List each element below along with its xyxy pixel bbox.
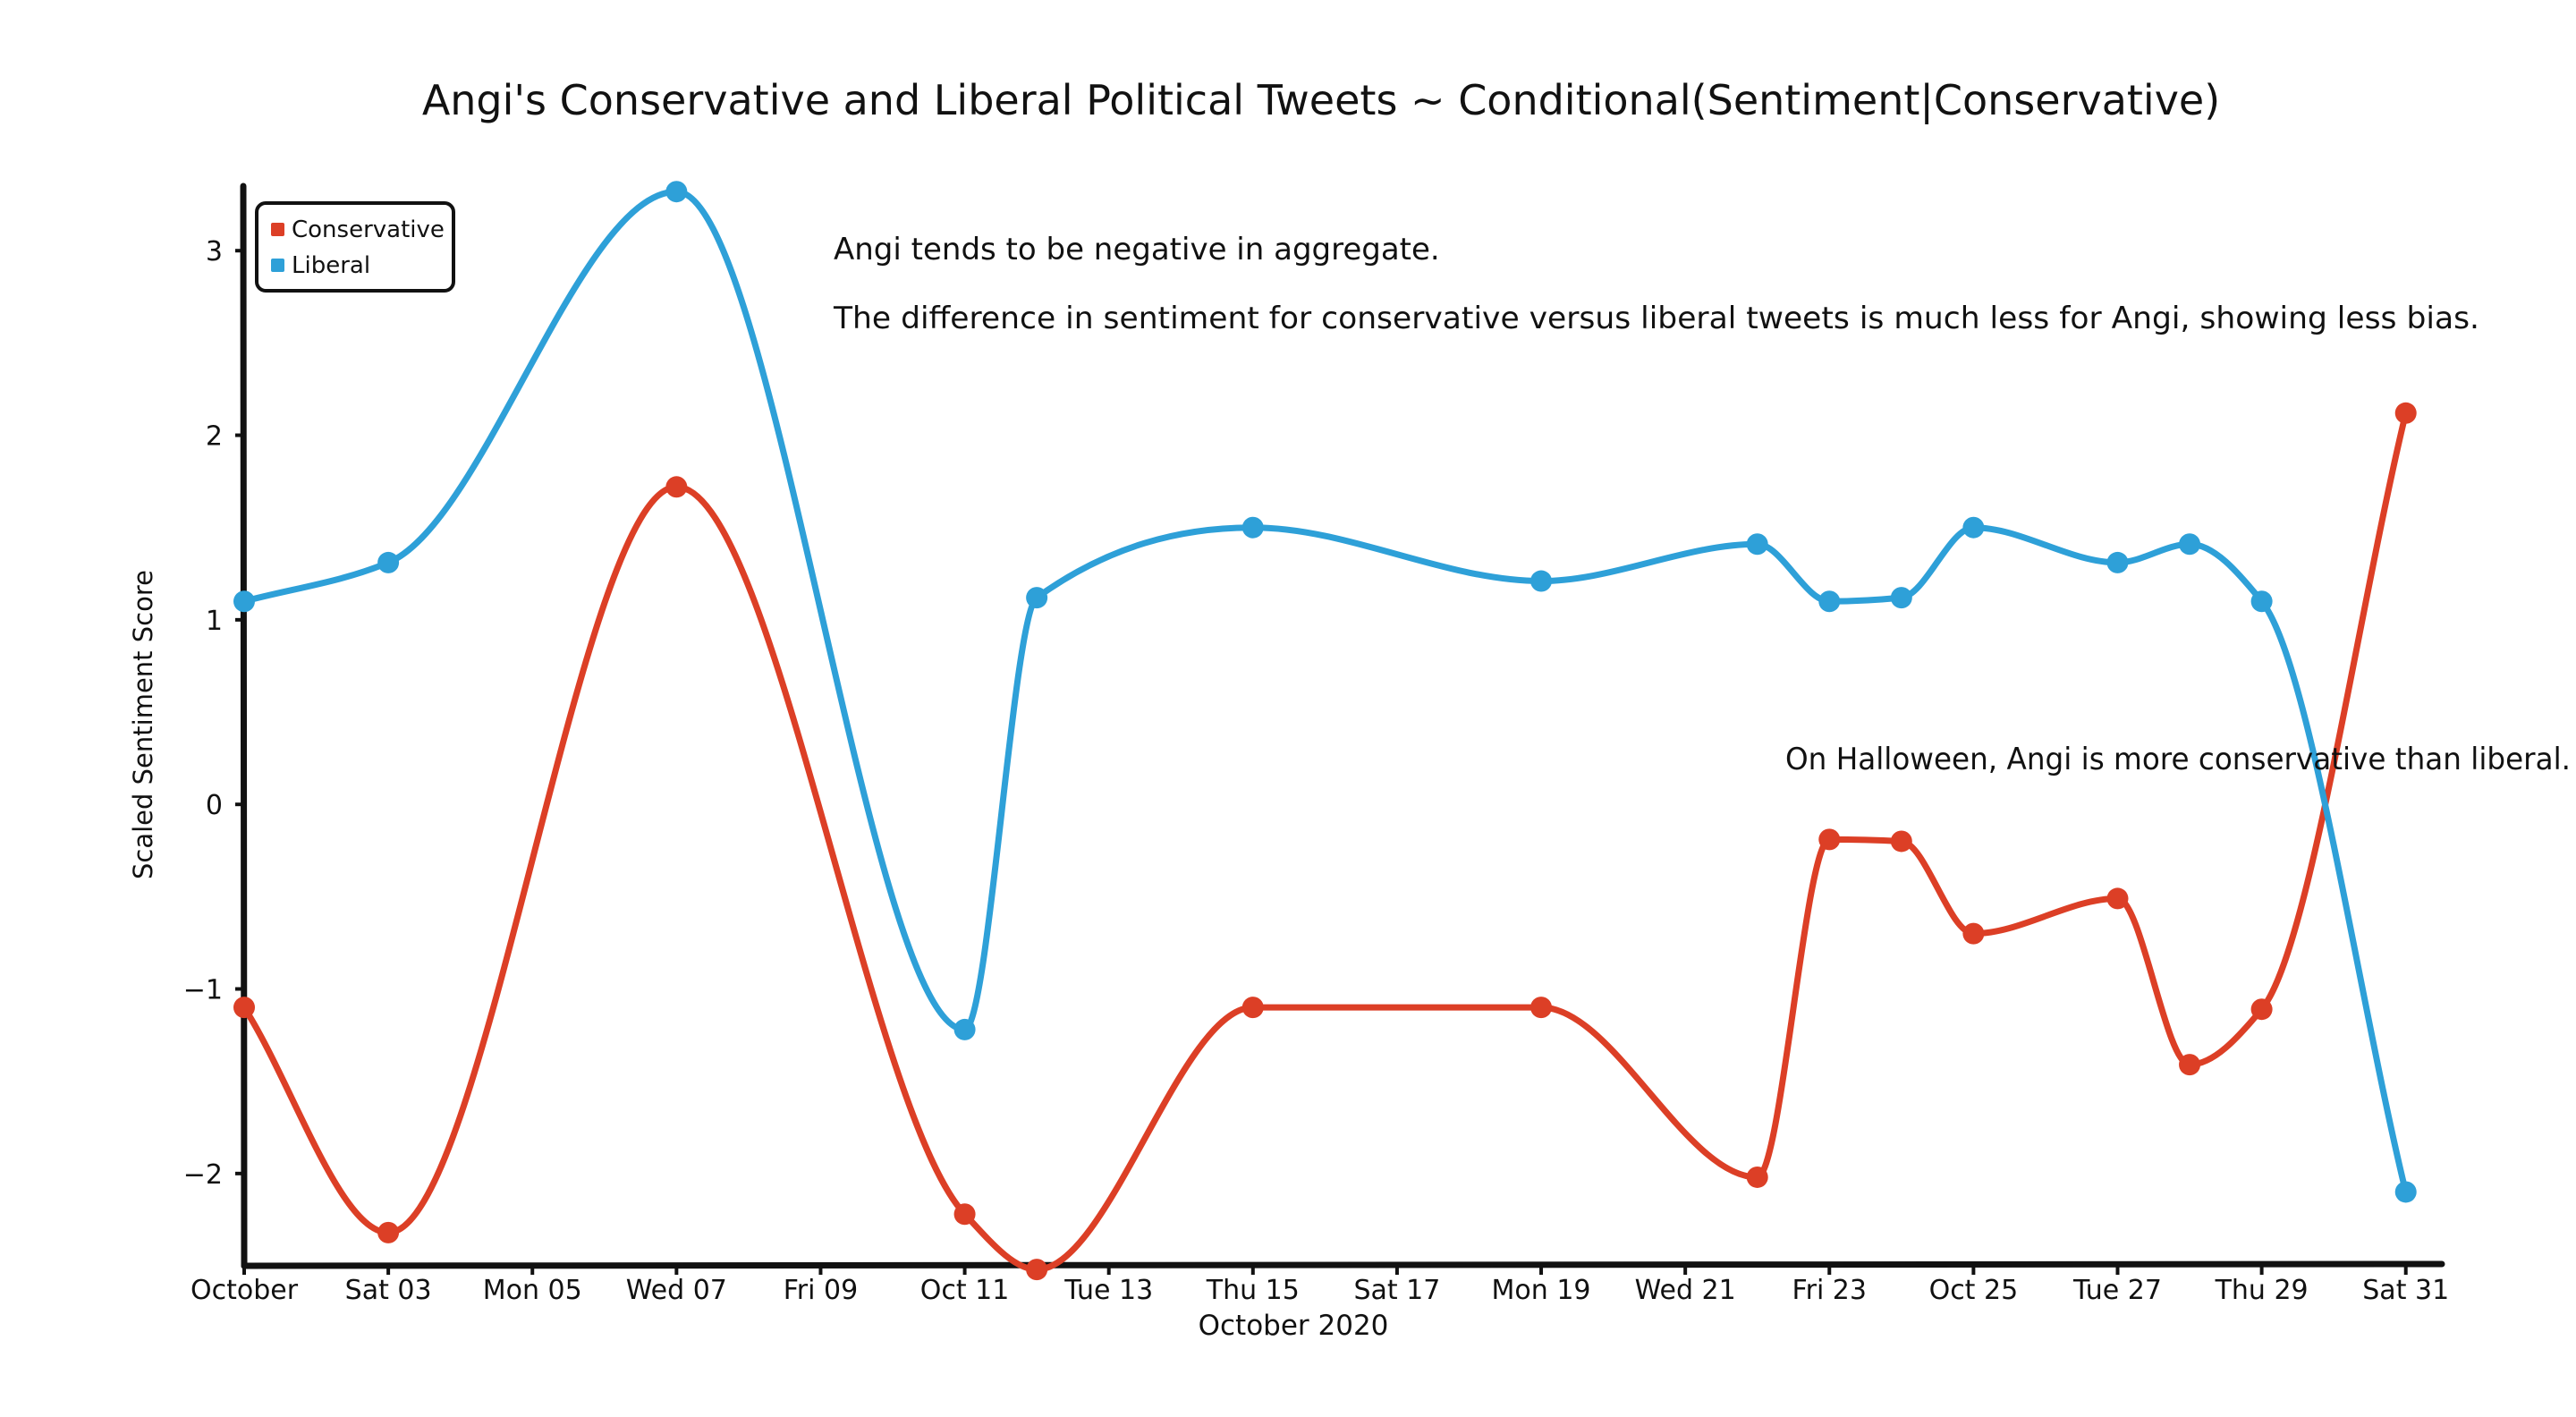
- legend-label-liberal: Liberal: [292, 252, 370, 279]
- x-tick-label: October: [191, 1275, 299, 1306]
- series-conservative: [233, 402, 2417, 1281]
- data-point-liberal: [2394, 1181, 2417, 1203]
- x-tick-label: Thu 15: [1206, 1275, 1300, 1306]
- legend-swatch-conservative: [271, 223, 284, 236]
- y-tick-label: 2: [206, 421, 223, 453]
- y-tick-label: 0: [206, 790, 223, 821]
- x-tick-label: Oct 11: [920, 1275, 1010, 1306]
- series-line-liberal: [241, 188, 2410, 1195]
- data-point-liberal: [377, 551, 400, 573]
- data-point-liberal: [1818, 590, 1841, 613]
- data-point-liberal: [1890, 587, 1912, 609]
- x-tick-label: Mon 19: [1492, 1275, 1591, 1306]
- series-liberal: [233, 181, 2417, 1203]
- legend: Conservative Liberal: [255, 201, 455, 293]
- legend-item-conservative: Conservative: [271, 216, 445, 243]
- data-point-conservative: [233, 997, 255, 1019]
- data-point-conservative: [1890, 830, 1912, 853]
- y-tick-label: 1: [206, 606, 223, 637]
- data-point-liberal: [1746, 533, 1768, 556]
- legend-box: [255, 201, 455, 293]
- y-axis: [240, 182, 248, 1269]
- data-point-conservative: [665, 476, 688, 498]
- plot-area: −2 −1 0 1 2 3 October Sat 03 Mon 05 Wed 07 Fri 09…: [183, 181, 2449, 1306]
- data-point-liberal: [953, 1018, 976, 1040]
- annotation-difference-less-bias: The difference in sentiment for conserva…: [833, 301, 2479, 336]
- x-tick-label: Fri 23: [1792, 1275, 1867, 1306]
- data-point-liberal: [665, 181, 688, 203]
- y-tick-label: −2: [183, 1159, 223, 1191]
- y-tick-label: −1: [183, 975, 223, 1006]
- data-point-conservative: [2250, 998, 2273, 1021]
- legend-swatch-liberal: [271, 259, 284, 272]
- legend-item-liberal: Liberal: [271, 252, 370, 279]
- data-point-conservative: [1962, 922, 1985, 945]
- legend-label-conservative: Conservative: [292, 216, 445, 243]
- y-axis-label: Scaled Sentiment Score: [128, 570, 158, 879]
- data-point-conservative: [2106, 887, 2129, 910]
- y-tick-label: 3: [206, 236, 223, 267]
- x-axis-label: October 2020: [1199, 1310, 1389, 1342]
- x-tick-label: Sat 17: [1353, 1275, 1440, 1306]
- series-line-conservative: [241, 410, 2410, 1273]
- data-point-conservative: [2179, 1054, 2201, 1076]
- x-tick-label: Mon 05: [483, 1275, 582, 1306]
- annotation-halloween: On Halloween, Angi is more conservative …: [1785, 742, 2571, 777]
- data-point-liberal: [1026, 587, 1048, 609]
- x-tick-label: Wed 21: [1635, 1275, 1736, 1306]
- x-axis: [241, 1260, 2445, 1269]
- x-tick-label: Thu 29: [2215, 1275, 2309, 1306]
- x-tick-label: Tue 13: [1063, 1275, 1153, 1306]
- data-point-liberal: [1962, 516, 1985, 539]
- data-point-conservative: [1530, 997, 1553, 1019]
- data-point-liberal: [2106, 551, 2129, 573]
- x-tick-label: Sat 03: [345, 1275, 432, 1306]
- data-point-liberal: [2250, 590, 2273, 613]
- data-point-conservative: [1241, 997, 1264, 1019]
- x-ticks: October Sat 03 Mon 05 Wed 07 Fri 09 Oct 11 Tue…: [191, 1266, 2449, 1306]
- data-point-conservative: [1746, 1166, 1768, 1188]
- x-tick-label: Wed 07: [626, 1275, 727, 1306]
- data-point-liberal: [1530, 570, 1553, 592]
- data-point-conservative: [953, 1203, 976, 1226]
- data-point-liberal: [233, 590, 255, 613]
- data-point-conservative: [377, 1221, 400, 1243]
- y-ticks: −2 −1 0 1 2 3: [183, 236, 244, 1191]
- x-tick-label: Tue 27: [2072, 1275, 2162, 1306]
- x-tick-label: Sat 31: [2362, 1275, 2449, 1306]
- data-point-liberal: [1241, 516, 1264, 539]
- x-tick-label: Oct 25: [1929, 1275, 2019, 1306]
- annotation-negative-aggregate: Angi tends to be negative in aggregate.: [834, 232, 1440, 267]
- data-point-conservative: [1026, 1259, 1048, 1281]
- data-point-conservative: [1818, 828, 1841, 851]
- chart-title: Angi's Conservative and Liberal Politica…: [422, 76, 2220, 125]
- data-point-conservative: [2394, 402, 2417, 424]
- data-point-liberal: [2179, 533, 2201, 556]
- series-layer: [233, 181, 2417, 1281]
- x-tick-label: Fri 09: [784, 1275, 858, 1306]
